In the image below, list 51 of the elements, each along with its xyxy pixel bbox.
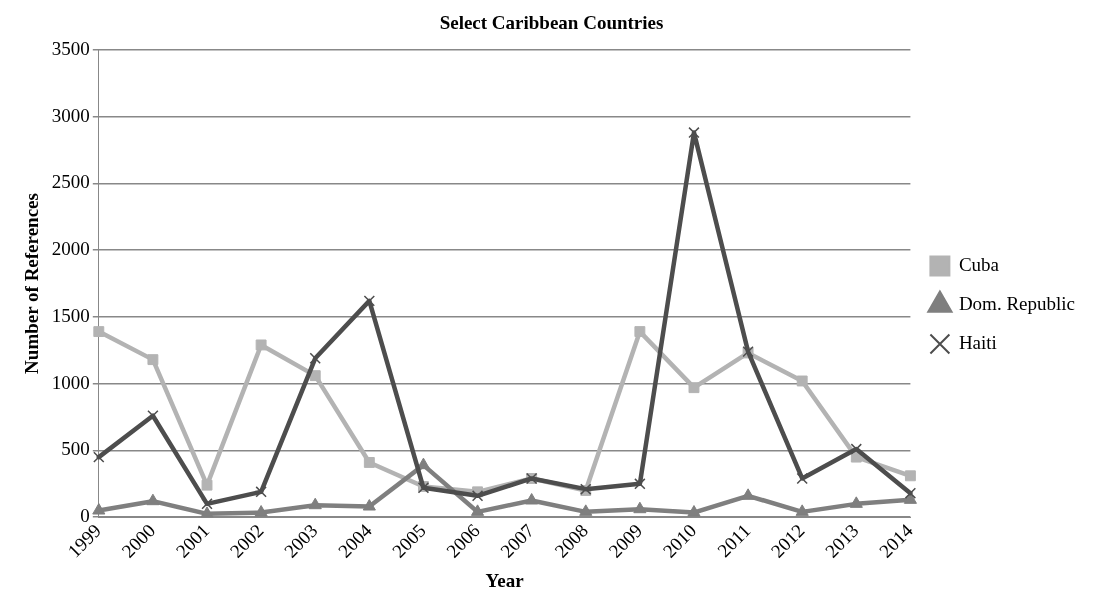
point bbox=[688, 126, 700, 139]
point bbox=[363, 295, 376, 307]
point bbox=[795, 504, 809, 516]
y-axis-title: Number of References bbox=[21, 193, 43, 374]
point bbox=[201, 498, 213, 510]
point bbox=[470, 504, 485, 516]
point bbox=[309, 352, 321, 364]
legend-label: Dom. Republic bbox=[958, 292, 1076, 314]
legend-label: Haiti bbox=[958, 331, 997, 353]
point bbox=[688, 382, 700, 394]
x-axis-title: Year bbox=[485, 569, 525, 591]
point bbox=[579, 504, 593, 516]
point bbox=[200, 506, 214, 518]
point bbox=[849, 496, 863, 508]
point bbox=[850, 443, 862, 455]
y-tick-label: 1000 bbox=[51, 371, 90, 393]
point bbox=[471, 490, 484, 502]
point bbox=[633, 501, 647, 514]
x-tick-label: 2001 bbox=[171, 519, 214, 562]
point bbox=[634, 478, 646, 490]
point bbox=[254, 505, 268, 517]
point bbox=[308, 497, 322, 510]
point bbox=[904, 487, 917, 499]
point bbox=[146, 493, 160, 506]
point bbox=[525, 493, 539, 505]
y-tick-label: 1500 bbox=[51, 304, 90, 326]
y-tick-label: 2000 bbox=[51, 238, 90, 260]
point bbox=[201, 479, 213, 491]
point bbox=[255, 486, 267, 498]
y-tick-label: 3000 bbox=[51, 104, 90, 126]
point bbox=[255, 339, 267, 351]
legend-label: Cuba bbox=[958, 253, 1000, 275]
point bbox=[796, 472, 808, 485]
point bbox=[687, 505, 701, 517]
point bbox=[93, 326, 105, 338]
y-tick-label: 500 bbox=[61, 438, 90, 460]
y-tick-label: 3500 bbox=[51, 37, 90, 59]
point bbox=[92, 503, 106, 515]
point bbox=[309, 370, 321, 382]
point bbox=[904, 470, 916, 482]
point bbox=[363, 457, 375, 468]
point bbox=[147, 354, 159, 366]
chart-title: Select Caribbean Countries bbox=[439, 12, 664, 34]
y-tick-label: 0 bbox=[80, 505, 90, 527]
point bbox=[362, 499, 376, 511]
point bbox=[93, 451, 105, 463]
point bbox=[741, 488, 755, 500]
point bbox=[147, 410, 159, 422]
point bbox=[634, 326, 646, 338]
y-tick-label: 2500 bbox=[51, 171, 90, 193]
point bbox=[796, 375, 808, 387]
